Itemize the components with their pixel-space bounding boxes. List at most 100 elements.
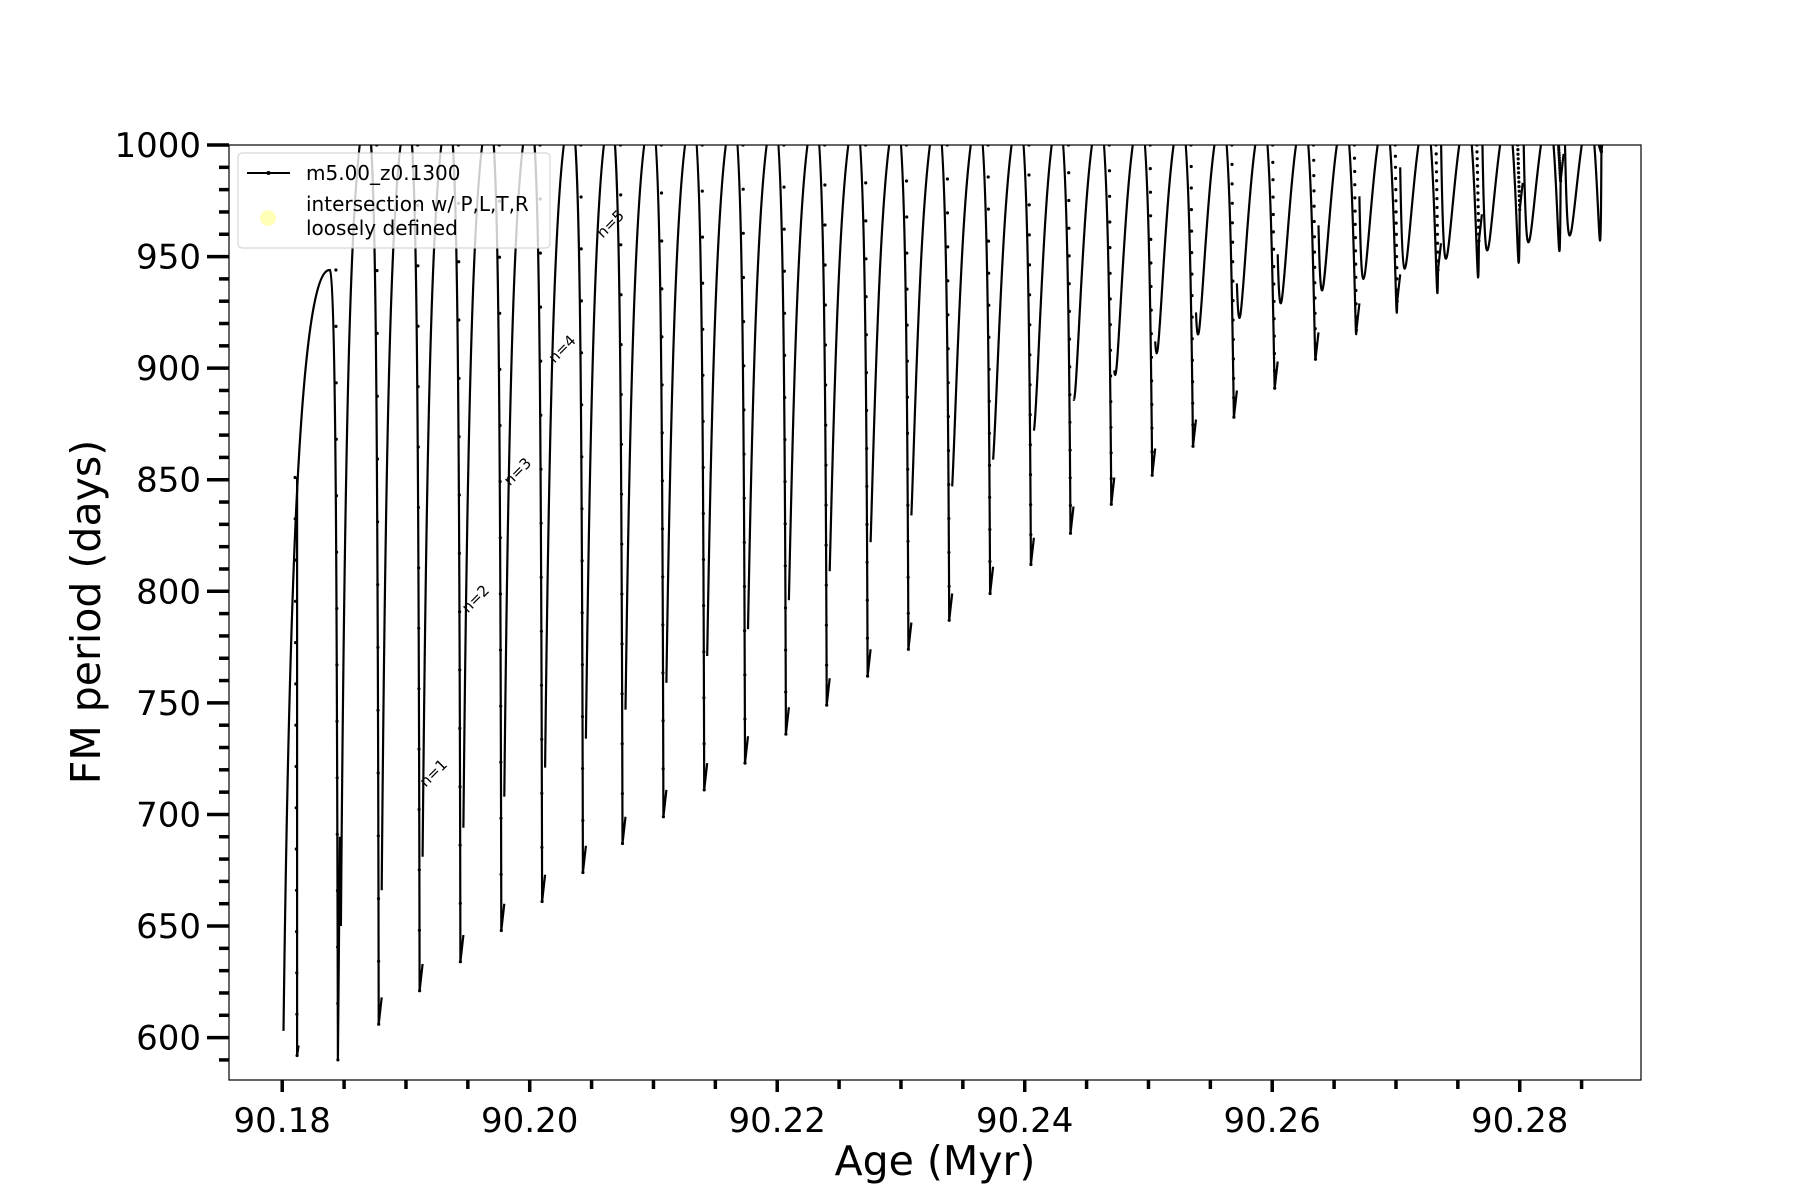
model-point xyxy=(1108,348,1113,352)
model-point xyxy=(1312,235,1316,239)
model-point xyxy=(743,717,747,721)
model-point xyxy=(906,575,910,579)
model-point xyxy=(416,385,420,389)
pulse-curve xyxy=(462,145,506,931)
model-point xyxy=(1190,229,1194,233)
pulse-curve xyxy=(584,145,627,844)
model-point xyxy=(660,527,665,531)
model-point xyxy=(660,431,664,435)
model-point xyxy=(783,522,787,526)
model-point xyxy=(375,394,379,398)
pulse-curve xyxy=(787,145,831,706)
model-point xyxy=(1518,208,1522,212)
model-point xyxy=(620,542,624,546)
model-point xyxy=(987,303,991,307)
model-point xyxy=(498,367,502,371)
model-point xyxy=(1312,174,1316,178)
model-point xyxy=(905,395,910,399)
model-point xyxy=(457,376,461,380)
pulse-curve xyxy=(992,145,1035,565)
y-tick-label: 750 xyxy=(136,684,201,724)
model-point xyxy=(1029,503,1033,507)
pulse-loop xyxy=(1072,145,1116,506)
legend-label-intersection-line1: intersection w/ P,L,T,R xyxy=(306,192,529,216)
model-point xyxy=(1189,186,1193,190)
model-point xyxy=(1354,262,1358,266)
model-point xyxy=(1109,400,1113,404)
model-point xyxy=(1395,277,1399,281)
model-point xyxy=(1230,201,1234,205)
model-point xyxy=(1557,156,1561,160)
pulse-loop xyxy=(1522,145,1565,253)
model-point xyxy=(334,268,338,272)
model-point xyxy=(1230,162,1234,166)
model-point xyxy=(457,435,461,439)
model-point xyxy=(865,484,869,488)
model-point xyxy=(499,704,503,708)
model-point xyxy=(1477,239,1481,243)
model-point xyxy=(783,564,787,568)
model-point xyxy=(1435,223,1439,227)
model-point xyxy=(1395,255,1399,259)
model-point xyxy=(538,305,543,309)
model-point xyxy=(1068,476,1072,480)
model-point xyxy=(1313,296,1317,300)
model-point xyxy=(1028,323,1032,327)
model-point xyxy=(1353,196,1357,200)
model-point xyxy=(825,663,829,667)
model-point xyxy=(580,715,585,719)
model-point xyxy=(1108,194,1112,198)
model-point xyxy=(783,480,787,484)
model-point xyxy=(988,591,992,596)
model-point xyxy=(1393,154,1397,158)
model-point xyxy=(1353,183,1357,187)
model-point xyxy=(660,383,664,387)
model-point xyxy=(376,771,380,775)
model-point xyxy=(1435,214,1439,218)
model-point xyxy=(1149,237,1153,241)
model-point xyxy=(1312,219,1316,224)
model-point xyxy=(864,333,868,337)
model-point xyxy=(1434,170,1439,174)
y-tick-label: 850 xyxy=(136,461,201,501)
model-point xyxy=(823,223,827,227)
model-point xyxy=(417,626,421,630)
model-point xyxy=(1272,282,1276,286)
pulse-loop xyxy=(1358,145,1402,314)
model-point xyxy=(1109,425,1113,429)
model-point xyxy=(701,419,705,423)
model-point xyxy=(701,327,705,331)
model-point xyxy=(1395,299,1399,303)
model-point xyxy=(1557,158,1561,162)
model-point xyxy=(293,475,297,480)
model-point xyxy=(1107,169,1112,173)
model-point xyxy=(1395,266,1399,270)
legend-box xyxy=(237,152,551,249)
model-point xyxy=(946,381,950,385)
model-point xyxy=(1068,420,1072,424)
model-point xyxy=(1475,157,1479,161)
model-point xyxy=(1436,268,1440,272)
y-tick-label: 1000 xyxy=(114,126,201,166)
model-point xyxy=(1395,288,1399,292)
model-point xyxy=(1434,152,1438,156)
model-point xyxy=(825,703,829,707)
model-point xyxy=(1231,260,1235,264)
model-point xyxy=(987,431,992,435)
model-point xyxy=(1067,254,1071,258)
model-point xyxy=(1148,190,1153,194)
model-point xyxy=(458,785,462,789)
model-point xyxy=(458,843,462,847)
model-point xyxy=(947,618,951,622)
model-point xyxy=(823,303,827,307)
model-point xyxy=(294,723,298,727)
model-point xyxy=(336,945,340,949)
model-point xyxy=(1313,357,1318,361)
model-point xyxy=(1271,178,1275,182)
model-point xyxy=(1067,309,1071,313)
pulse-curve xyxy=(421,145,465,962)
model-point xyxy=(1191,401,1195,405)
model-point xyxy=(906,611,910,615)
model-point xyxy=(580,507,584,511)
model-point xyxy=(1476,184,1480,188)
